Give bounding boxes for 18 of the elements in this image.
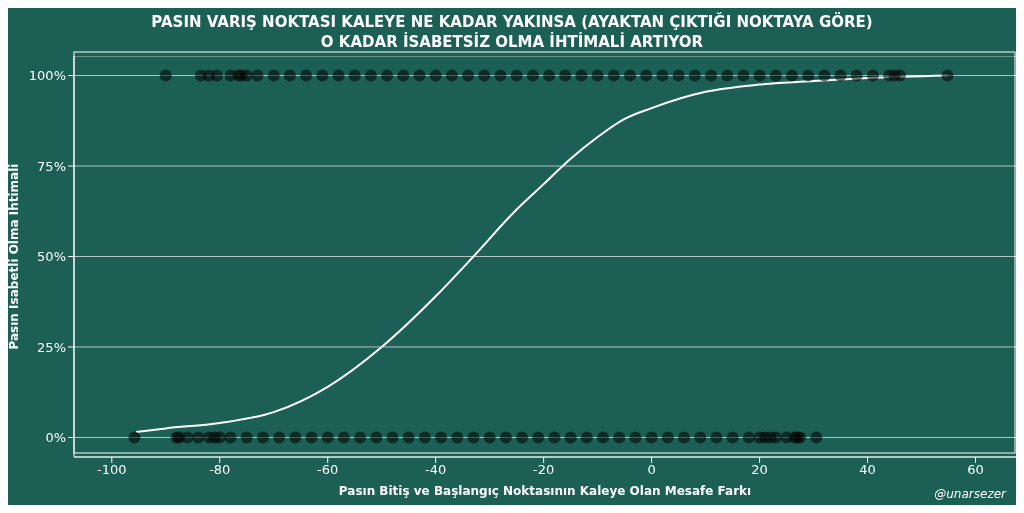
x-tick-label: -100 (97, 462, 127, 478)
x-tick-label: -20 (533, 462, 555, 478)
text: @unarsezer (934, 487, 1006, 501)
x-axis-title: Pasın Bitiş ve Başlangıç Noktasının Kaleye Olan Mesafe Farkı (338, 484, 752, 498)
y-tick-label: 0% (45, 430, 66, 446)
x-tick-label: -40 (425, 462, 447, 478)
y-tick-label: 50% (37, 249, 66, 265)
x-tick-label: -60 (317, 462, 339, 478)
y-axis-title: Pasın İsabetli Olma İhtimali (6, 163, 22, 350)
y-tick-label: 75% (37, 158, 66, 174)
x-tick-label: 20 (751, 462, 768, 478)
y-tick-label: 100% (28, 68, 66, 84)
x-tick-label: 40 (859, 462, 876, 478)
y-tick-label: 25% (37, 339, 66, 355)
x-tick-label: 0 (647, 462, 656, 478)
chart-title: PASIN VARIŞ NOKTASI KALEYE NE KADAR YAKINSA (AYAKTAN ÇIKTIĞI NOKTAYA GÖRE) O KADAR İSABETSİZ OLMA İHTİMALİ ARTIYOR (150, 12, 874, 52)
x-tick-label: 60 (967, 462, 984, 478)
x-tick-label: -80 (209, 462, 231, 478)
